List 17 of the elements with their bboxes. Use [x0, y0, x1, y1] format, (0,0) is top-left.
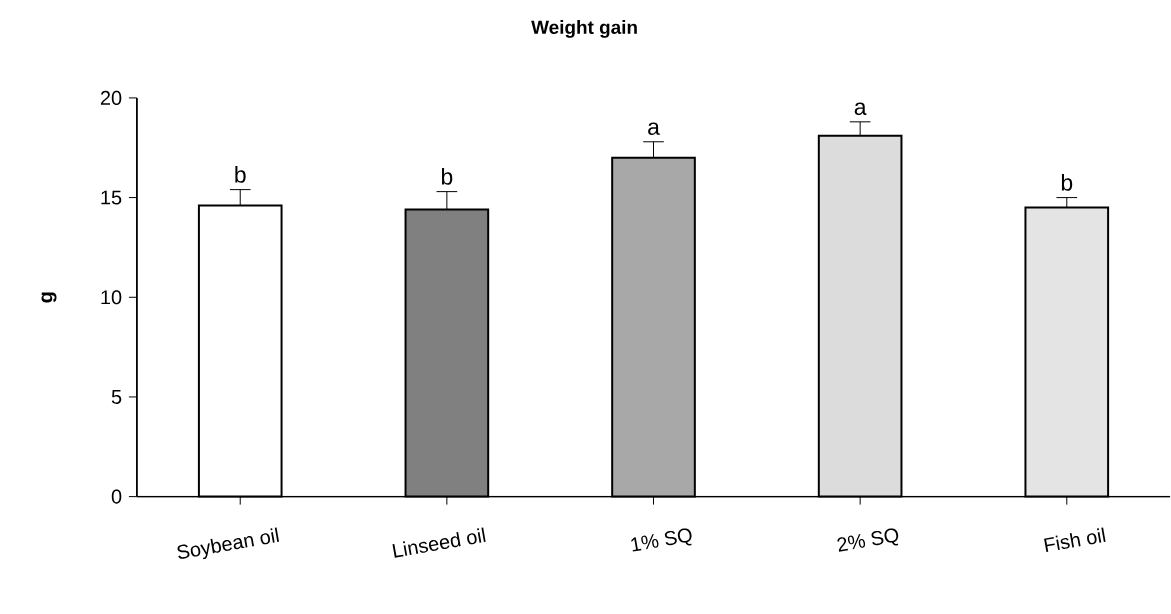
y-tick-label: 5 — [111, 390, 122, 405]
y-tick-label: 15 — [101, 190, 122, 205]
annotation: b — [1061, 174, 1073, 191]
annotation: a — [648, 122, 660, 136]
x-tick-label: 1% SQ — [631, 528, 692, 552]
x-tick-label: Fish oil — [1044, 527, 1106, 553]
annotation: a — [854, 102, 867, 116]
annotation: b — [441, 168, 453, 185]
x-tick-label: Soybean oil — [177, 527, 280, 560]
chart-title: Weight gain — [531, 20, 637, 39]
x-tick-label: Linseed oil — [392, 527, 486, 558]
y-tick-label: 20 — [100, 91, 122, 106]
x-tick-label: 2% SQ — [837, 528, 899, 552]
annotation: b — [235, 166, 246, 184]
y-tick-label: 10 — [101, 290, 122, 305]
y-tick-label: 0 — [111, 489, 122, 504]
y-axis-title: g — [41, 292, 57, 303]
